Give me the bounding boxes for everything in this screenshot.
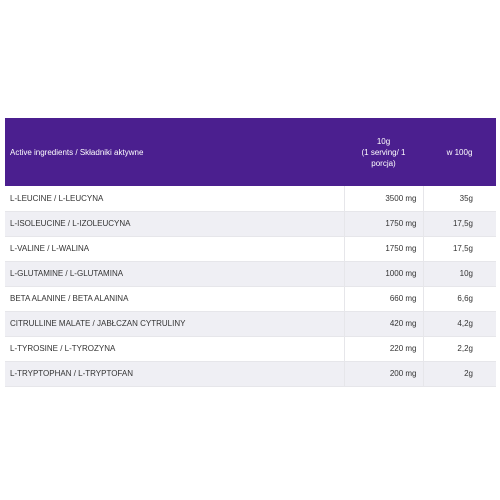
ingredient-name: L-TRYPTOPHAN / L-TRYPTOFAN	[5, 361, 345, 387]
per100-amount: 17,5g	[423, 211, 496, 237]
table-row: L-GLUTAMINE / L-GLUTAMINA 1000 mg 10g	[5, 261, 496, 287]
header-row: Active ingredients / Składniki aktywne 1…	[5, 118, 496, 186]
header-serving-line-2: (1 serving/ 1	[361, 147, 406, 157]
serving-amount: 1000 mg	[344, 261, 424, 287]
header-per100: w 100g	[446, 147, 473, 157]
per100-amount: 35g	[423, 186, 496, 212]
header-serving-line-1: 10g	[376, 136, 391, 146]
serving-amount: 420 mg	[344, 311, 424, 337]
per100-amount: 2g	[423, 361, 496, 387]
per100-amount: 2,2g	[423, 336, 496, 362]
ingredient-name: L-GLUTAMINE / L-GLUTAMINA	[5, 261, 345, 287]
serving-amount: 200 mg	[344, 361, 424, 387]
serving-amount: 3500 mg	[344, 186, 424, 212]
table-row: L-ISOLEUCINE / L-IZOLEUCYNA 1750 mg 17,5…	[5, 211, 496, 237]
table-row: L-VALINE / L-WALINA 1750 mg 17,5g	[5, 236, 496, 262]
ingredient-name: L-TYROSINE / L-TYROZYNA	[5, 336, 345, 362]
table-header: Active ingredients / Składniki aktywne 1…	[5, 118, 496, 186]
serving-amount: 220 mg	[344, 336, 424, 362]
table-row: BETA ALANINE / BETA ALANINA 660 mg 6,6g	[5, 286, 496, 312]
per100-amount: 6,6g	[423, 286, 496, 312]
table-row: CITRULLINE MALATE / JABŁCZAN CYTRULINY 4…	[5, 311, 496, 337]
ingredient-name: CITRULLINE MALATE / JABŁCZAN CYTRULINY	[5, 311, 345, 337]
table-row: L-LEUCINE / L-LEUCYNA 3500 mg 35g	[5, 186, 496, 212]
ingredient-name: L-VALINE / L-WALINA	[5, 236, 345, 262]
ingredients-table: Active ingredients / Składniki aktywne 1…	[5, 118, 496, 387]
table-row: L-TRYPTOPHAN / L-TRYPTOFAN 200 mg 2g	[5, 361, 496, 387]
ingredient-name: L-ISOLEUCINE / L-IZOLEUCYNA	[5, 211, 345, 237]
header-serving: 10g (1 serving/ 1 porcja)	[344, 118, 423, 186]
header-ingredients: Active ingredients / Składniki aktywne	[10, 147, 144, 157]
ingredients-table-container: Active ingredients / Składniki aktywne 1…	[5, 118, 496, 387]
per100-amount: 4,2g	[423, 311, 496, 337]
per100-amount: 17,5g	[423, 236, 496, 262]
serving-amount: 660 mg	[344, 286, 424, 312]
serving-amount: 1750 mg	[344, 236, 424, 262]
header-serving-line-3: porcja)	[371, 158, 396, 168]
table-row: L-TYROSINE / L-TYROZYNA 220 mg 2,2g	[5, 336, 496, 362]
serving-amount: 1750 mg	[344, 211, 424, 237]
table-body: L-LEUCINE / L-LEUCYNA 3500 mg 35g L-ISOL…	[5, 186, 496, 387]
ingredient-name: L-LEUCINE / L-LEUCYNA	[5, 186, 345, 212]
per100-amount: 10g	[423, 261, 496, 287]
ingredient-name: BETA ALANINE / BETA ALANINA	[5, 286, 345, 312]
